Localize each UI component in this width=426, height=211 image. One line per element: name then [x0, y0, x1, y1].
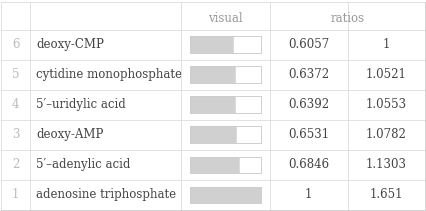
- Text: 5′–adenylic acid: 5′–adenylic acid: [36, 158, 130, 171]
- Text: 0.6057: 0.6057: [288, 38, 328, 51]
- Bar: [189, 187, 260, 203]
- Text: 2: 2: [12, 158, 19, 171]
- Text: 6: 6: [12, 38, 20, 51]
- Bar: [189, 66, 260, 83]
- Bar: [189, 126, 260, 143]
- Bar: [189, 96, 260, 113]
- Text: ratios: ratios: [330, 12, 364, 25]
- Text: 0.6392: 0.6392: [288, 98, 328, 111]
- Text: 1.0782: 1.0782: [365, 128, 406, 141]
- Text: visual: visual: [207, 12, 242, 25]
- Text: 1: 1: [382, 38, 389, 51]
- Text: 5: 5: [12, 68, 20, 81]
- Bar: [189, 187, 260, 203]
- Text: 0.6846: 0.6846: [288, 158, 328, 171]
- Bar: [189, 126, 236, 143]
- Text: 0.6372: 0.6372: [288, 68, 328, 81]
- Text: 1.0553: 1.0553: [365, 98, 406, 111]
- Text: deoxy-CMP: deoxy-CMP: [36, 38, 104, 51]
- Bar: [189, 157, 260, 173]
- Bar: [189, 37, 260, 53]
- Text: 5′–uridylic acid: 5′–uridylic acid: [36, 98, 126, 111]
- Bar: [189, 157, 238, 173]
- Text: 1: 1: [305, 188, 312, 202]
- Text: 1.0521: 1.0521: [365, 68, 406, 81]
- Text: adenosine triphosphate: adenosine triphosphate: [36, 188, 176, 202]
- Text: 1.1303: 1.1303: [365, 158, 406, 171]
- Text: 0.6531: 0.6531: [288, 128, 328, 141]
- Bar: [189, 157, 260, 173]
- Bar: [189, 96, 260, 113]
- Text: 4: 4: [12, 98, 20, 111]
- Text: 3: 3: [12, 128, 20, 141]
- Bar: [189, 66, 235, 83]
- Bar: [189, 37, 232, 53]
- Text: 1: 1: [12, 188, 19, 202]
- Bar: [189, 66, 260, 83]
- Bar: [189, 96, 235, 113]
- Bar: [189, 37, 260, 53]
- Text: deoxy-AMP: deoxy-AMP: [36, 128, 103, 141]
- Bar: [189, 187, 260, 203]
- Text: cytidine monophosphate: cytidine monophosphate: [36, 68, 182, 81]
- Bar: [189, 126, 260, 143]
- Text: 1.651: 1.651: [369, 188, 402, 202]
